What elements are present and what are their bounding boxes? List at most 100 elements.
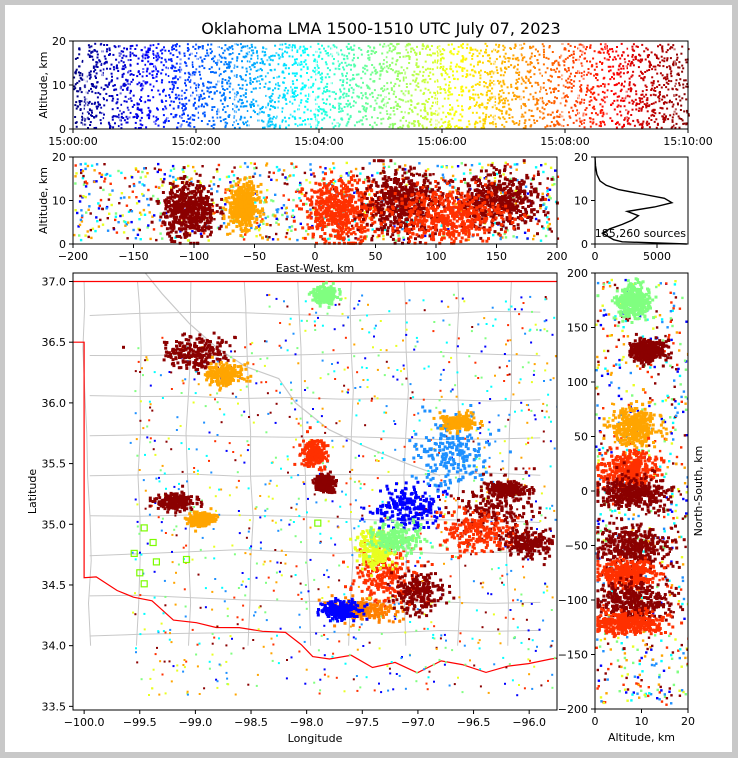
source-point bbox=[259, 82, 261, 85]
source-point bbox=[252, 109, 255, 112]
source-point bbox=[434, 80, 437, 83]
source-point bbox=[317, 42, 320, 45]
source-point bbox=[348, 84, 351, 87]
source-point bbox=[407, 112, 410, 114]
source-point bbox=[485, 94, 488, 96]
cluster-point bbox=[175, 210, 179, 214]
source-point bbox=[507, 103, 510, 106]
source-point bbox=[374, 99, 377, 102]
source-point bbox=[224, 111, 227, 114]
source-point bbox=[589, 72, 592, 75]
source-point bbox=[231, 170, 234, 173]
source-point bbox=[469, 47, 472, 50]
source-point bbox=[564, 104, 567, 107]
source-point bbox=[609, 48, 611, 51]
source-point bbox=[530, 52, 533, 55]
source-point bbox=[171, 199, 174, 202]
source-point bbox=[341, 118, 344, 121]
altitude-time-panel[interactable]: 15:00:00 15:02:00 15:04:00 15:06:00 15:08:00… bbox=[37, 35, 713, 148]
source-point bbox=[338, 106, 341, 109]
source-point bbox=[171, 46, 174, 49]
source-point bbox=[177, 78, 179, 81]
source-point bbox=[546, 125, 549, 128]
source-point bbox=[683, 93, 686, 96]
source-point bbox=[147, 49, 150, 52]
source-point bbox=[172, 54, 175, 57]
source-point bbox=[607, 58, 610, 61]
source-point bbox=[300, 54, 303, 57]
source-point bbox=[305, 202, 308, 206]
source-point bbox=[174, 115, 177, 118]
source-point bbox=[423, 106, 426, 109]
source-point bbox=[329, 108, 332, 111]
source-point bbox=[189, 80, 192, 83]
source-point bbox=[422, 102, 425, 105]
source-point bbox=[484, 177, 488, 180]
source-point bbox=[146, 114, 149, 117]
source-point bbox=[75, 107, 78, 110]
source-point bbox=[236, 92, 239, 95]
source-point bbox=[632, 119, 635, 122]
source-point bbox=[408, 107, 411, 110]
source-point bbox=[342, 81, 345, 83]
source-point bbox=[306, 72, 308, 74]
source-point bbox=[257, 76, 260, 79]
source-point bbox=[311, 84, 314, 87]
source-point bbox=[244, 233, 247, 236]
source-point bbox=[531, 85, 533, 88]
source-point bbox=[111, 108, 114, 111]
source-point bbox=[642, 120, 645, 123]
source-point bbox=[149, 83, 152, 86]
source-point bbox=[263, 126, 266, 129]
source-point bbox=[567, 77, 570, 80]
source-point bbox=[382, 163, 385, 166]
source-point bbox=[81, 73, 84, 76]
source-point bbox=[263, 54, 266, 57]
cluster-point bbox=[218, 206, 222, 210]
altitude-eastwest-panel[interactable]: −200 −150 −100 −50 0 50 100 150 20001020East-Wes… bbox=[37, 151, 568, 275]
source-point bbox=[99, 218, 102, 222]
source-point bbox=[661, 47, 664, 50]
source-point bbox=[611, 76, 613, 79]
source-point bbox=[497, 45, 500, 48]
source-point bbox=[253, 62, 256, 65]
cluster-point bbox=[195, 223, 199, 227]
source-point bbox=[122, 231, 126, 234]
source-point bbox=[339, 102, 342, 105]
source-point bbox=[490, 70, 493, 73]
source-point bbox=[405, 220, 409, 224]
source-point bbox=[250, 101, 253, 104]
cluster-point bbox=[175, 220, 179, 224]
source-point bbox=[118, 202, 121, 205]
source-point bbox=[619, 90, 622, 93]
source-point bbox=[666, 77, 669, 80]
source-point bbox=[79, 88, 82, 91]
source-point bbox=[300, 99, 303, 102]
source-point bbox=[298, 123, 301, 126]
source-point bbox=[401, 174, 404, 177]
cluster-point bbox=[178, 198, 182, 202]
source-point bbox=[639, 99, 642, 102]
source-point bbox=[310, 118, 313, 121]
source-point bbox=[299, 45, 302, 48]
source-point bbox=[240, 78, 243, 81]
source-point bbox=[526, 63, 529, 66]
source-point bbox=[123, 47, 126, 50]
source-point bbox=[374, 68, 377, 71]
source-point bbox=[593, 105, 595, 108]
source-point bbox=[186, 43, 189, 46]
source-point bbox=[161, 48, 164, 51]
source-point bbox=[273, 126, 276, 129]
source-point bbox=[513, 47, 516, 49]
source-point bbox=[626, 112, 629, 115]
source-point bbox=[458, 126, 461, 129]
source-point bbox=[539, 207, 542, 210]
source-point bbox=[106, 67, 108, 70]
source-point bbox=[461, 115, 464, 118]
source-point bbox=[591, 87, 594, 90]
source-point bbox=[332, 182, 335, 185]
source-point bbox=[599, 103, 602, 106]
source-point bbox=[105, 77, 108, 80]
source-point bbox=[668, 65, 671, 68]
source-point bbox=[74, 209, 77, 212]
